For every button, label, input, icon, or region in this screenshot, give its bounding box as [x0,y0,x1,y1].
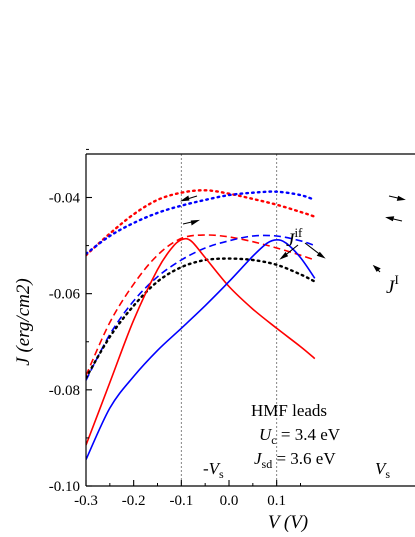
jsd-parameter: Jsd = 3.6 eV [254,449,336,471]
series-line-2 [86,190,316,255]
y-axis-label: J (erg/cm2) [13,278,34,365]
vs-negative-label: -Vs [203,459,224,481]
uc-parameter: Uc = 3.4 eV [259,425,341,447]
series-line-5 [86,257,316,379]
arrowhead-right-upper [396,195,406,201]
arrowhead-left-lower [190,219,200,226]
axes [85,153,415,487]
arrowhead-jif-right [316,251,326,259]
j-if-label: Jif [286,225,303,251]
arrowhead-left-upper [180,195,190,202]
x-tick-label: -0.1 [169,493,193,509]
series-line-7 [86,238,316,460]
vs-positive-label: Vs [375,459,390,481]
j-i-label: JI [386,272,399,298]
leads-title: HMF leads [251,401,327,420]
x-tick-label: 0.0 [220,493,239,509]
x-tick-label: -0.3 [74,493,98,509]
y-tick-label: -0.06 [49,287,81,303]
x-axis-label: V (V) [268,512,308,533]
ticks: -0.3 -0.2 -0.1 0.0 0.1 -0.10 -0.08 -0.06 -0.04 [49,148,302,509]
series-line-1 [86,189,316,257]
series-line-3 [86,234,316,376]
direction-arrows [180,195,406,273]
x-tick-label: 0.1 [267,493,286,509]
x-tick-label: -0.2 [122,493,146,509]
reference-lines [180,154,278,486]
arrowhead-right-lower [385,216,395,222]
y-tick-label: -0.04 [49,191,81,207]
series-line-6 [86,237,316,446]
y-tick-label: -0.08 [49,383,80,399]
arrowhead-ji [372,264,381,272]
y-tick-label: -0.10 [49,479,80,495]
plot-area [86,154,316,486]
series-layer [86,189,316,460]
arrowhead-jif-left [279,251,289,260]
series-line-4 [86,234,316,381]
